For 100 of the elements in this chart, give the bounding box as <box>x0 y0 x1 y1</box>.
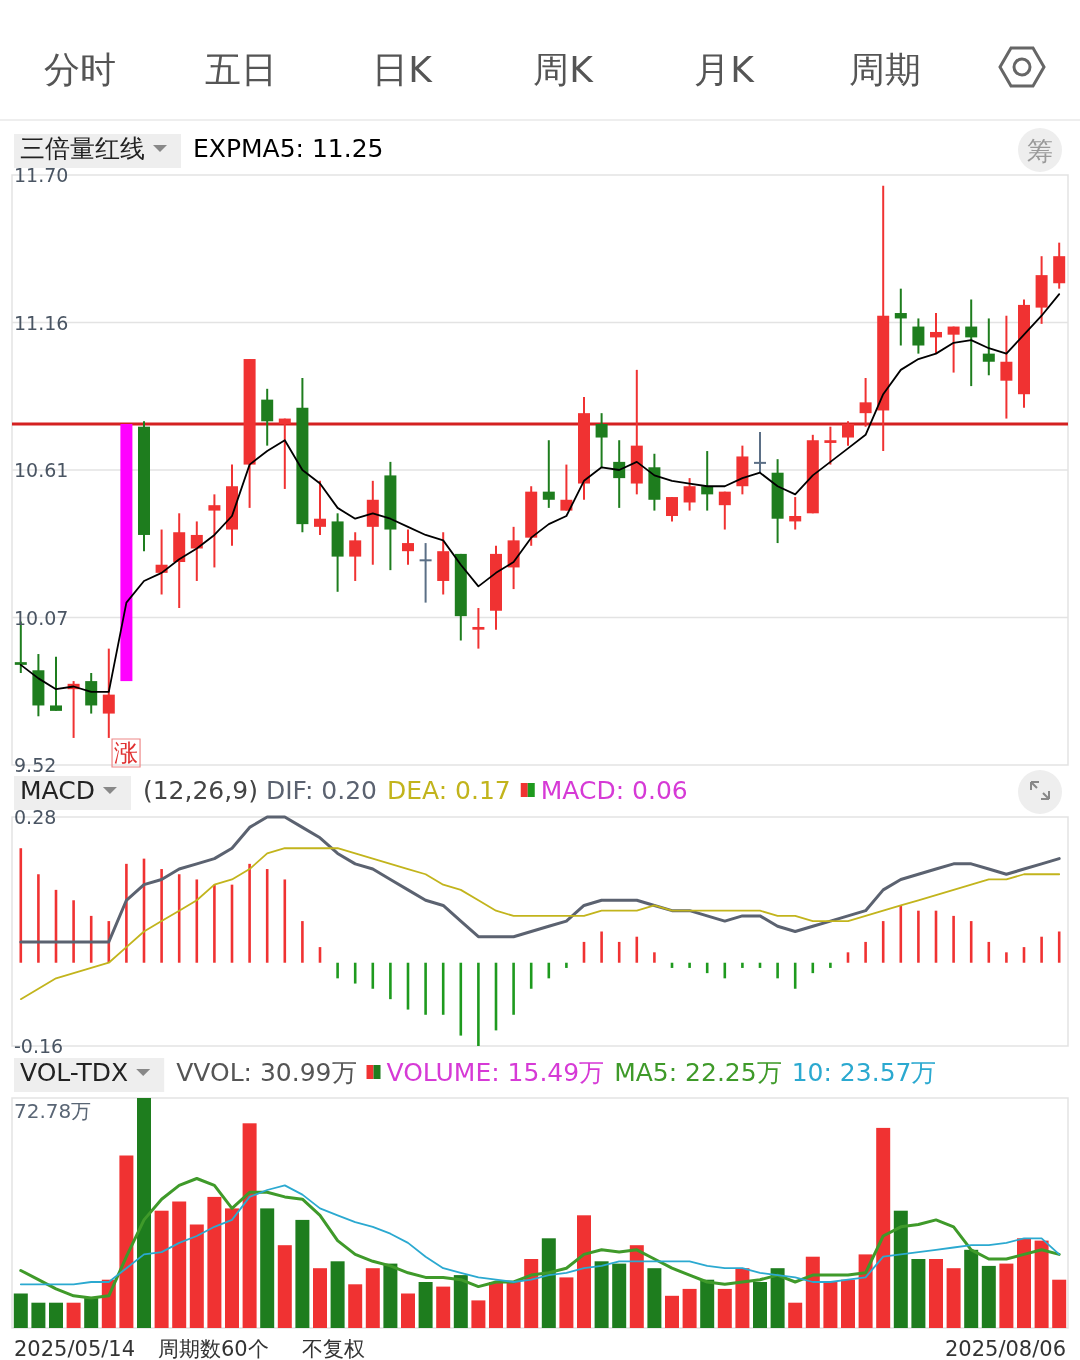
y-tick-label: 10.07 <box>14 606 69 629</box>
bar <box>512 962 515 1015</box>
bar <box>1034 1240 1049 1328</box>
legend-label: VOLUME: 15.49万 <box>386 1058 605 1087</box>
bar <box>1052 1279 1067 1328</box>
bar <box>418 1282 433 1328</box>
text: 周期 <box>849 49 921 90</box>
y-tick-label: 11.70 <box>14 164 69 186</box>
bar <box>946 1268 961 1328</box>
bar <box>436 1286 451 1328</box>
bar <box>119 1155 134 1328</box>
bar <box>929 1259 943 1328</box>
candlestick <box>208 493 221 569</box>
annotation: 72.78万 <box>14 1099 92 1123</box>
text: 五日 <box>205 49 277 90</box>
candlestick <box>402 528 414 566</box>
bar <box>453 1275 468 1328</box>
chart-title: VOL-TDX <box>20 1058 129 1087</box>
bar <box>72 900 75 963</box>
y-tick-label: 11.16 <box>14 311 69 334</box>
bar <box>506 1282 521 1328</box>
bar <box>1040 936 1043 963</box>
bar <box>336 962 339 979</box>
bar <box>1005 952 1008 963</box>
bar <box>13 1293 28 1328</box>
y-tick-label: 10.61 <box>14 459 69 481</box>
bar <box>424 962 427 1015</box>
bar <box>911 1259 926 1328</box>
chart-subtitle: (12,26,9) <box>142 776 258 805</box>
bar <box>741 962 744 968</box>
bar <box>154 1210 169 1328</box>
bar <box>1057 931 1061 963</box>
candlestick <box>789 496 802 531</box>
text: 2025/05/14 <box>14 1337 136 1360</box>
text: 不复权 <box>302 1337 365 1360</box>
candlestick <box>261 387 274 447</box>
bar <box>705 962 709 974</box>
bar <box>213 884 216 963</box>
text: DEA: 0.17 <box>387 776 511 805</box>
bar <box>477 962 480 1046</box>
legend-label: MACD: 0.06 <box>540 776 688 805</box>
y-tick-label: 0.28 <box>14 806 57 828</box>
text: 周期数60个 <box>158 1337 269 1360</box>
candlestick <box>1000 314 1013 420</box>
bar <box>189 1224 204 1328</box>
bar <box>717 1288 732 1328</box>
candlestick <box>595 412 608 469</box>
bar <box>770 1268 785 1328</box>
bar <box>31 1302 46 1328</box>
candlestick <box>560 463 573 512</box>
bar <box>629 1245 644 1328</box>
bar <box>776 962 779 979</box>
bar <box>49 1302 63 1328</box>
candlestick <box>542 439 555 509</box>
bar <box>682 1288 697 1328</box>
bar <box>89 915 93 963</box>
bar <box>594 1261 609 1328</box>
candlestick <box>824 425 837 466</box>
bar <box>999 1263 1014 1328</box>
candlestick <box>930 312 942 355</box>
annotation: 涨 <box>114 739 139 767</box>
text: 月K <box>694 49 756 90</box>
bar <box>348 1284 363 1328</box>
bar <box>858 1254 873 1328</box>
text: 筹 <box>1027 136 1053 166</box>
candlestick <box>666 496 678 523</box>
bar <box>313 1268 327 1328</box>
line-series <box>19 847 1061 1001</box>
candlestick <box>894 287 907 347</box>
bar <box>823 1282 838 1328</box>
bar <box>665 1295 679 1328</box>
candlestick <box>947 325 960 374</box>
candlestick <box>349 531 362 582</box>
bar <box>160 869 163 963</box>
text: 周K <box>533 49 595 90</box>
bar <box>841 1279 855 1328</box>
candlestick <box>683 477 696 512</box>
bar <box>577 1215 591 1328</box>
text: MA5: 22.25万 <box>614 1058 782 1087</box>
bar <box>917 910 920 963</box>
bar <box>964 1249 979 1328</box>
text: 10: 23.57万 <box>791 1058 937 1087</box>
y-tick-label: 9.52 <box>14 754 57 776</box>
bar <box>788 1302 803 1328</box>
bar <box>37 874 40 963</box>
bar <box>489 1282 503 1328</box>
candlestick <box>718 490 731 531</box>
bar <box>172 1201 187 1328</box>
bar <box>829 962 832 968</box>
bar <box>876 1127 891 1328</box>
bar <box>647 1268 662 1328</box>
bar <box>617 941 621 963</box>
bar <box>265 869 269 963</box>
bar <box>688 962 691 968</box>
bar <box>383 1263 398 1328</box>
bar <box>612 1263 627 1328</box>
text: 日K <box>372 49 434 90</box>
bar <box>137 1098 151 1328</box>
bar <box>242 1123 257 1328</box>
candlestick <box>912 317 925 355</box>
